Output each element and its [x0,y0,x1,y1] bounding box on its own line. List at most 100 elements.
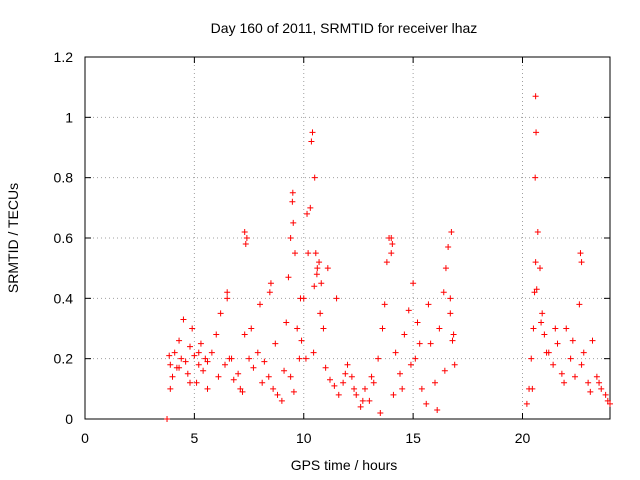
data-point [204,385,211,392]
data-point [197,340,204,347]
data-point [563,325,570,332]
x-tick-label: 20 [515,430,531,446]
data-point [305,250,312,257]
data-point [587,388,594,395]
data-point [176,364,183,371]
data-point [224,295,231,302]
data-point [578,259,585,266]
data-point [351,385,358,392]
data-point [602,391,609,398]
data-point [250,364,257,371]
data-point [272,340,279,347]
data-point [202,355,209,362]
data-point [567,355,574,362]
data-point [357,403,364,410]
data-point [176,337,183,344]
data-point [340,379,347,386]
x-tick-label: 5 [190,430,198,446]
data-point [278,397,285,404]
data-point [368,373,375,380]
data-point [222,361,228,368]
data-point [217,310,224,317]
data-points [164,93,613,422]
data-point [370,379,377,386]
data-point [532,174,539,181]
data-point [239,388,246,395]
data-point [313,271,320,278]
data-point [449,337,456,344]
data-point [311,283,318,290]
data-point [289,198,296,205]
data-point [195,349,202,356]
data-point [534,228,541,235]
data-point [392,349,399,356]
data-point [550,361,557,368]
data-point [237,385,244,392]
data-point [416,340,423,347]
y-tick-label: 0.4 [54,290,74,306]
data-point [383,259,390,266]
data-point [434,406,441,413]
data-point [412,355,419,362]
data-point [324,265,331,272]
data-point [241,228,248,235]
data-point [418,385,425,392]
data-point [558,370,565,377]
data-point [235,370,242,377]
data-point [290,388,297,395]
data-point [538,319,545,326]
data-point [322,364,329,371]
data-point [204,358,211,365]
data-point [523,400,530,407]
data-point [388,235,395,241]
data-point [407,361,414,368]
data-point [266,289,273,296]
data-point [308,138,315,145]
data-point [242,241,249,248]
data-point [327,376,333,383]
data-point [318,280,325,287]
data-point [169,373,176,380]
data-point [267,280,274,287]
data-point [532,93,539,100]
data-point [530,325,537,332]
data-point [533,286,540,293]
data-point [531,289,538,296]
data-point [317,310,324,317]
data-point [344,361,351,368]
data-point [193,379,200,386]
data-point [241,331,248,338]
data-point [166,352,173,359]
data-point [554,340,561,347]
data-point [401,331,408,338]
data-point [359,397,366,404]
data-point [320,325,327,332]
data-point [314,265,321,272]
data-point [541,331,548,338]
data-point [184,370,191,377]
data-point [297,295,304,302]
data-point [215,373,222,380]
data-point [436,325,443,332]
y-tick-label: 0.8 [54,170,74,186]
data-point [572,373,578,380]
data-point [539,310,546,317]
data-point [405,307,412,314]
data-point [167,361,174,368]
data-point [410,280,417,287]
data-point [585,379,592,386]
data-point [230,376,237,383]
data-point [310,349,317,356]
data-point [577,250,584,257]
data-point [448,228,455,235]
data-point [447,295,454,302]
data-point [447,310,454,317]
data-point [312,250,319,257]
data-point [604,397,611,404]
data-point [607,400,613,407]
data-point [224,289,231,296]
data-point [425,301,432,308]
y-axis-label: SRMTID / TECUs [5,183,21,293]
data-point [182,358,189,365]
